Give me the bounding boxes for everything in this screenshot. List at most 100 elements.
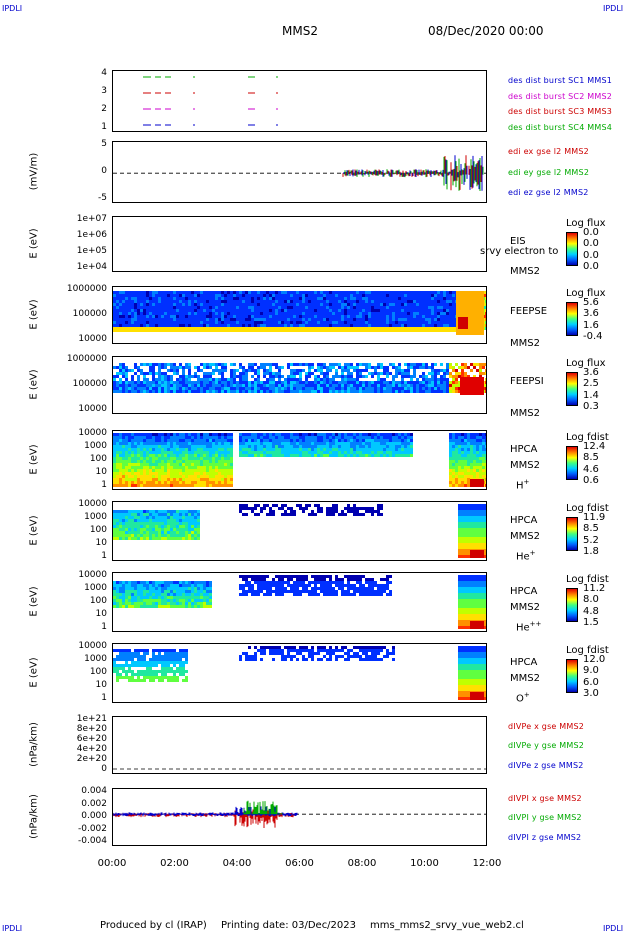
y-tick-label: 100 bbox=[89, 454, 107, 464]
panel-instrument-name: FEEPSE bbox=[510, 306, 548, 317]
y-tick-label: 1000 bbox=[84, 512, 107, 522]
y-tick-label: 3 bbox=[101, 86, 107, 96]
y-tick-label: 1000 bbox=[84, 654, 107, 664]
species-label: H+ bbox=[516, 478, 529, 491]
species-label: He++ bbox=[516, 620, 541, 633]
panel-feepse bbox=[112, 286, 487, 344]
y-tick-label: 1 bbox=[101, 122, 107, 132]
species-symbol: H bbox=[516, 480, 524, 492]
colorbar bbox=[566, 232, 578, 266]
colorbar-title: Log fdist bbox=[566, 645, 609, 656]
panel-burst bbox=[112, 70, 487, 132]
colorbar-value: 0.0 bbox=[583, 227, 599, 238]
y-tick-label: 0.002 bbox=[81, 798, 107, 809]
x-tick-label: 04:00 bbox=[222, 858, 252, 869]
footer-produced: Produced by cl (IRAP) bbox=[100, 920, 207, 931]
legend-entry: dIVPe y gse MMS2 bbox=[508, 741, 585, 751]
colorbar-value: 12.4 bbox=[583, 441, 606, 452]
y-axis-label: E (eV) bbox=[28, 299, 40, 330]
y-tick-label: 2e+20 bbox=[76, 754, 107, 764]
y-tick-label: 1e+04 bbox=[76, 262, 107, 272]
y-axis-label: E (eV) bbox=[28, 657, 40, 688]
colorbar-title: Log fdist bbox=[566, 574, 609, 585]
x-tick-label: 00:00 bbox=[97, 858, 127, 869]
spacecraft-title: MMS2 bbox=[282, 24, 318, 38]
x-tick-label: 06:00 bbox=[285, 858, 314, 869]
colorbar-value: 1.5 bbox=[583, 617, 599, 628]
corner-label-top-right: IPDLI bbox=[603, 4, 624, 13]
corner-label-top-left: IPDLI bbox=[2, 4, 23, 13]
y-tick-label: 1000 bbox=[84, 583, 107, 593]
y-tick-label: 1000000 bbox=[66, 284, 107, 294]
colorbar-value: 3.6 bbox=[583, 308, 599, 320]
y-axis-label: E (eV) bbox=[28, 228, 40, 259]
colorbar bbox=[566, 372, 578, 406]
y-tick-label: 10 bbox=[95, 467, 107, 477]
y-tick-label: 10000 bbox=[78, 428, 107, 438]
colorbar bbox=[566, 517, 578, 551]
y-tick-label: 10000 bbox=[78, 334, 107, 344]
legend-entry: des dist burst SC4 MMS4 bbox=[508, 122, 613, 132]
panel-spacecraft-name: MMS2 bbox=[510, 338, 540, 349]
panel-instrument-name: HPCA bbox=[510, 657, 538, 668]
panel-hpca_h bbox=[112, 430, 487, 490]
y-tick-label: 0.000 bbox=[81, 811, 107, 821]
y-tick-label: 100 bbox=[89, 667, 107, 677]
colorbar-value: 2.5 bbox=[583, 378, 599, 390]
y-tick-label: 6e+20 bbox=[76, 734, 107, 744]
y-tick-label: 1e+06 bbox=[76, 230, 107, 240]
colorbar-value: 11.2 bbox=[583, 583, 606, 594]
y-tick-label: 5 bbox=[101, 139, 107, 149]
panel-edi bbox=[112, 141, 487, 203]
panel-instrument-name: HPCA bbox=[510, 444, 538, 455]
y-tick-label: 1e+07 bbox=[76, 214, 107, 224]
colorbar bbox=[566, 588, 578, 622]
panel-divpe bbox=[112, 716, 487, 774]
colorbar-value: -0.4 bbox=[583, 331, 603, 342]
y-axis-label: E (eV) bbox=[28, 515, 40, 546]
y-axis-label: E (eV) bbox=[28, 369, 40, 400]
y-tick-label: 10000 bbox=[78, 404, 107, 414]
panel-hpca_o bbox=[112, 643, 487, 703]
y-axis-label: E (eV) bbox=[28, 586, 40, 617]
y-axis-label: (nPa/km) bbox=[28, 794, 40, 839]
y-tick-label: -5 bbox=[98, 193, 107, 203]
colorbar-value: 5.2 bbox=[583, 534, 599, 546]
panel-instrument-name: HPCA bbox=[510, 515, 538, 526]
species-charge: + bbox=[523, 691, 530, 699]
colorbar-title: Log flux bbox=[566, 358, 606, 369]
panel-instrument-name: HPCA bbox=[510, 586, 538, 597]
panel-spacecraft-name: MMS2 bbox=[510, 531, 540, 542]
y-tick-label: 4 bbox=[101, 68, 107, 78]
colorbar-value: 8.0 bbox=[583, 594, 599, 606]
legend-entry: des dist burst SC3 MMS3 bbox=[508, 107, 613, 116]
y-tick-label: 10 bbox=[95, 538, 107, 548]
date-title: 08/Dec/2020 00:00 bbox=[428, 24, 544, 38]
colorbar-value: 3.6 bbox=[583, 367, 599, 378]
x-tick-label: 12:00 bbox=[472, 858, 502, 869]
panel-spacecraft-name: MMS2 bbox=[510, 266, 540, 277]
x-tick-label: 10:00 bbox=[410, 858, 439, 869]
colorbar-value: 5.6 bbox=[583, 297, 599, 308]
y-tick-label: -0.002 bbox=[77, 823, 107, 834]
y-axis-label: E (eV) bbox=[28, 444, 40, 475]
y-tick-label: 8e+20 bbox=[76, 724, 107, 734]
colorbar-value: 0.0 bbox=[583, 249, 599, 261]
colorbar-title: Log fdist bbox=[566, 503, 609, 514]
y-axis-label: (nPa/km) bbox=[28, 722, 40, 767]
y-tick-label: 1 bbox=[101, 480, 107, 490]
species-label: O+ bbox=[516, 691, 530, 704]
species-charge: + bbox=[529, 549, 536, 557]
colorbar-value: 12.0 bbox=[583, 654, 606, 665]
panel-eis bbox=[112, 216, 487, 272]
legend-entry: dIVPI x gse MMS2 bbox=[508, 794, 582, 803]
colorbar-value: 0.0 bbox=[583, 238, 599, 250]
y-tick-label: -0.004 bbox=[77, 836, 107, 846]
y-tick-label: 10 bbox=[95, 680, 107, 690]
y-tick-label: 1000000 bbox=[66, 354, 107, 364]
colorbar-value: 11.9 bbox=[583, 512, 606, 523]
panel-divpi bbox=[112, 788, 487, 846]
colorbar-value: 0.3 bbox=[583, 401, 599, 412]
colorbar bbox=[566, 302, 578, 336]
colorbar-value: 8.5 bbox=[583, 452, 599, 464]
